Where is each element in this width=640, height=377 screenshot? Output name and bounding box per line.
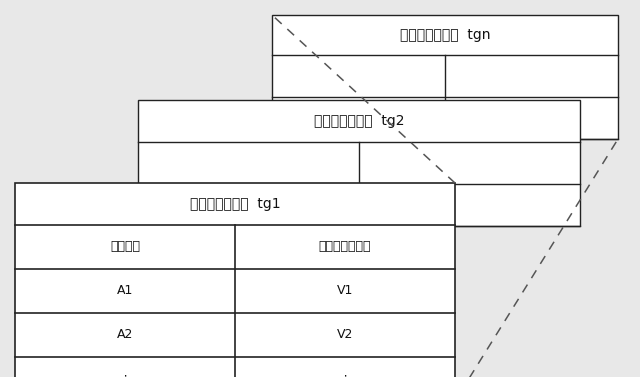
Bar bbox=[138, 100, 580, 226]
Text: 青信号開始時刻  tg2: 青信号開始時刻 tg2 bbox=[314, 114, 404, 128]
Text: ∶: ∶ bbox=[124, 372, 127, 377]
Text: A1: A1 bbox=[117, 285, 133, 297]
Text: ∶: ∶ bbox=[344, 372, 347, 377]
Text: 青信号開始時刻  tg1: 青信号開始時刻 tg1 bbox=[189, 197, 280, 211]
Text: V1: V1 bbox=[337, 285, 353, 297]
Text: 発進交通流速度: 発進交通流速度 bbox=[319, 241, 371, 253]
Bar bbox=[272, 15, 618, 139]
Text: A2: A2 bbox=[117, 328, 133, 342]
Bar bbox=[15, 183, 455, 377]
Text: V2: V2 bbox=[337, 328, 353, 342]
Text: 停止位置: 停止位置 bbox=[110, 241, 140, 253]
Text: 青信号開始時刻  tgn: 青信号開始時刻 tgn bbox=[400, 28, 490, 42]
